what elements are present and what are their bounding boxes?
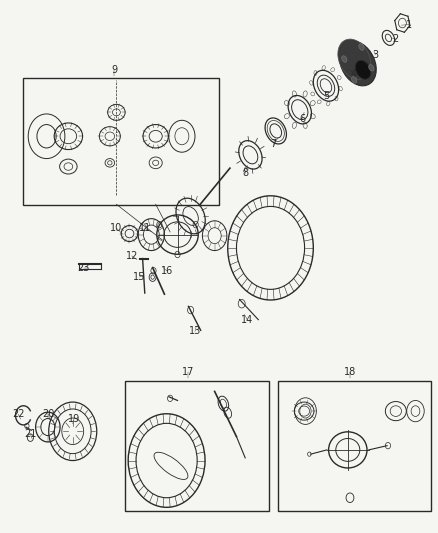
Ellipse shape bbox=[342, 56, 347, 62]
Ellipse shape bbox=[339, 41, 376, 86]
Text: 20: 20 bbox=[42, 409, 55, 419]
Bar bbox=[22, 78, 219, 205]
Bar bbox=[125, 381, 269, 511]
Text: 4: 4 bbox=[350, 69, 357, 78]
Text: 13: 13 bbox=[189, 326, 201, 336]
Text: 7: 7 bbox=[270, 139, 277, 149]
Text: 22: 22 bbox=[12, 409, 25, 419]
Ellipse shape bbox=[352, 77, 357, 83]
Text: 18: 18 bbox=[344, 367, 356, 377]
Text: 6: 6 bbox=[299, 114, 305, 124]
Text: 1: 1 bbox=[406, 20, 412, 30]
Text: 12: 12 bbox=[126, 251, 138, 261]
Text: 19: 19 bbox=[68, 414, 80, 424]
Text: 16: 16 bbox=[160, 266, 173, 276]
Text: 15: 15 bbox=[133, 272, 146, 282]
Text: 3: 3 bbox=[372, 50, 378, 60]
Text: 14: 14 bbox=[241, 314, 254, 325]
Text: 9: 9 bbox=[111, 65, 117, 75]
Text: 5: 5 bbox=[323, 91, 329, 101]
Ellipse shape bbox=[369, 64, 374, 71]
Ellipse shape bbox=[359, 44, 364, 50]
Text: 17: 17 bbox=[182, 367, 194, 377]
Ellipse shape bbox=[338, 39, 371, 79]
Text: 10: 10 bbox=[110, 223, 123, 233]
Text: 23: 23 bbox=[78, 263, 90, 272]
Text: 11: 11 bbox=[139, 223, 151, 233]
Bar bbox=[278, 381, 431, 511]
Text: 2: 2 bbox=[393, 34, 399, 44]
Ellipse shape bbox=[355, 60, 371, 79]
Text: 21: 21 bbox=[24, 429, 36, 439]
Text: 8: 8 bbox=[242, 168, 248, 179]
